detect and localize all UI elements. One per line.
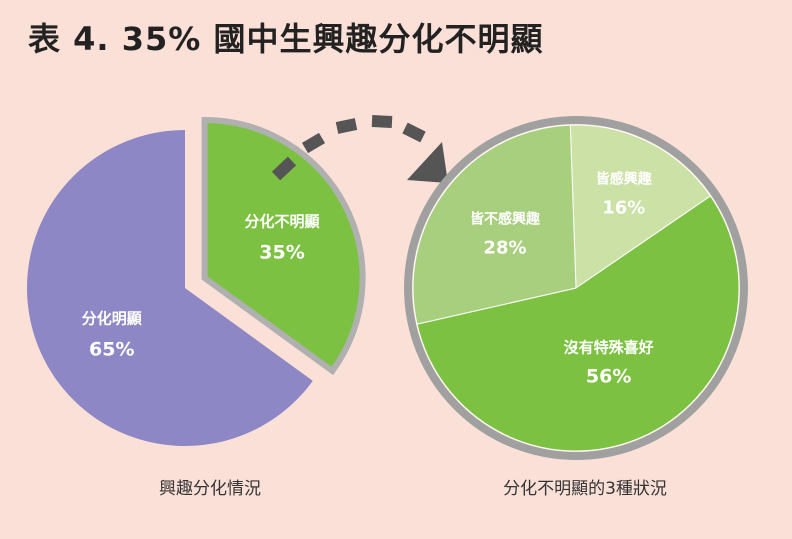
right-pie-chart: 皆感興趣 16% 沒有特殊喜好 56% 皆不感興趣 28% [404, 116, 748, 460]
pie-slice-no-preference [416, 195, 740, 452]
arrow-dash [371, 115, 393, 128]
arrow-dash [271, 156, 297, 181]
arrow-dash [301, 132, 326, 154]
no-preference-value: 56% [586, 366, 631, 388]
undifferentiated-label: 分化不明顯 [245, 213, 320, 231]
no-preference-label: 沒有特殊喜好 [564, 339, 654, 357]
page-title: 表 4. 35% 國中生興趣分化不明顯 [28, 20, 544, 58]
pie-ring [404, 116, 748, 460]
none-interested-value: 28% [483, 237, 526, 258]
pie-slice-none-interested [412, 124, 577, 325]
all-interested-label: 皆感興趣 [596, 170, 653, 187]
left-pie-chart: 分化明顯 65% 分化不明顯 35% [26, 117, 366, 446]
none-interested-label: 皆不感興趣 [470, 210, 541, 227]
arrow-dash [335, 118, 358, 134]
arrow-head [407, 142, 448, 183]
left-chart-caption: 興趣分化情況 [159, 479, 261, 499]
arrow-dash [402, 122, 426, 143]
pie-slice-differentiated [26, 130, 313, 446]
differentiated-label: 分化明顯 [82, 309, 142, 327]
differentiated-value: 65% [89, 338, 134, 360]
transition-arrow [271, 115, 448, 183]
all-interested-value: 16% [602, 197, 645, 218]
right-chart-caption: 分化不明顯的3種狀況 [503, 479, 667, 499]
pie-slice-undifferentiated [201, 117, 366, 376]
undifferentiated-value: 35% [259, 242, 304, 264]
pie-slice-all-interested [569, 124, 712, 289]
